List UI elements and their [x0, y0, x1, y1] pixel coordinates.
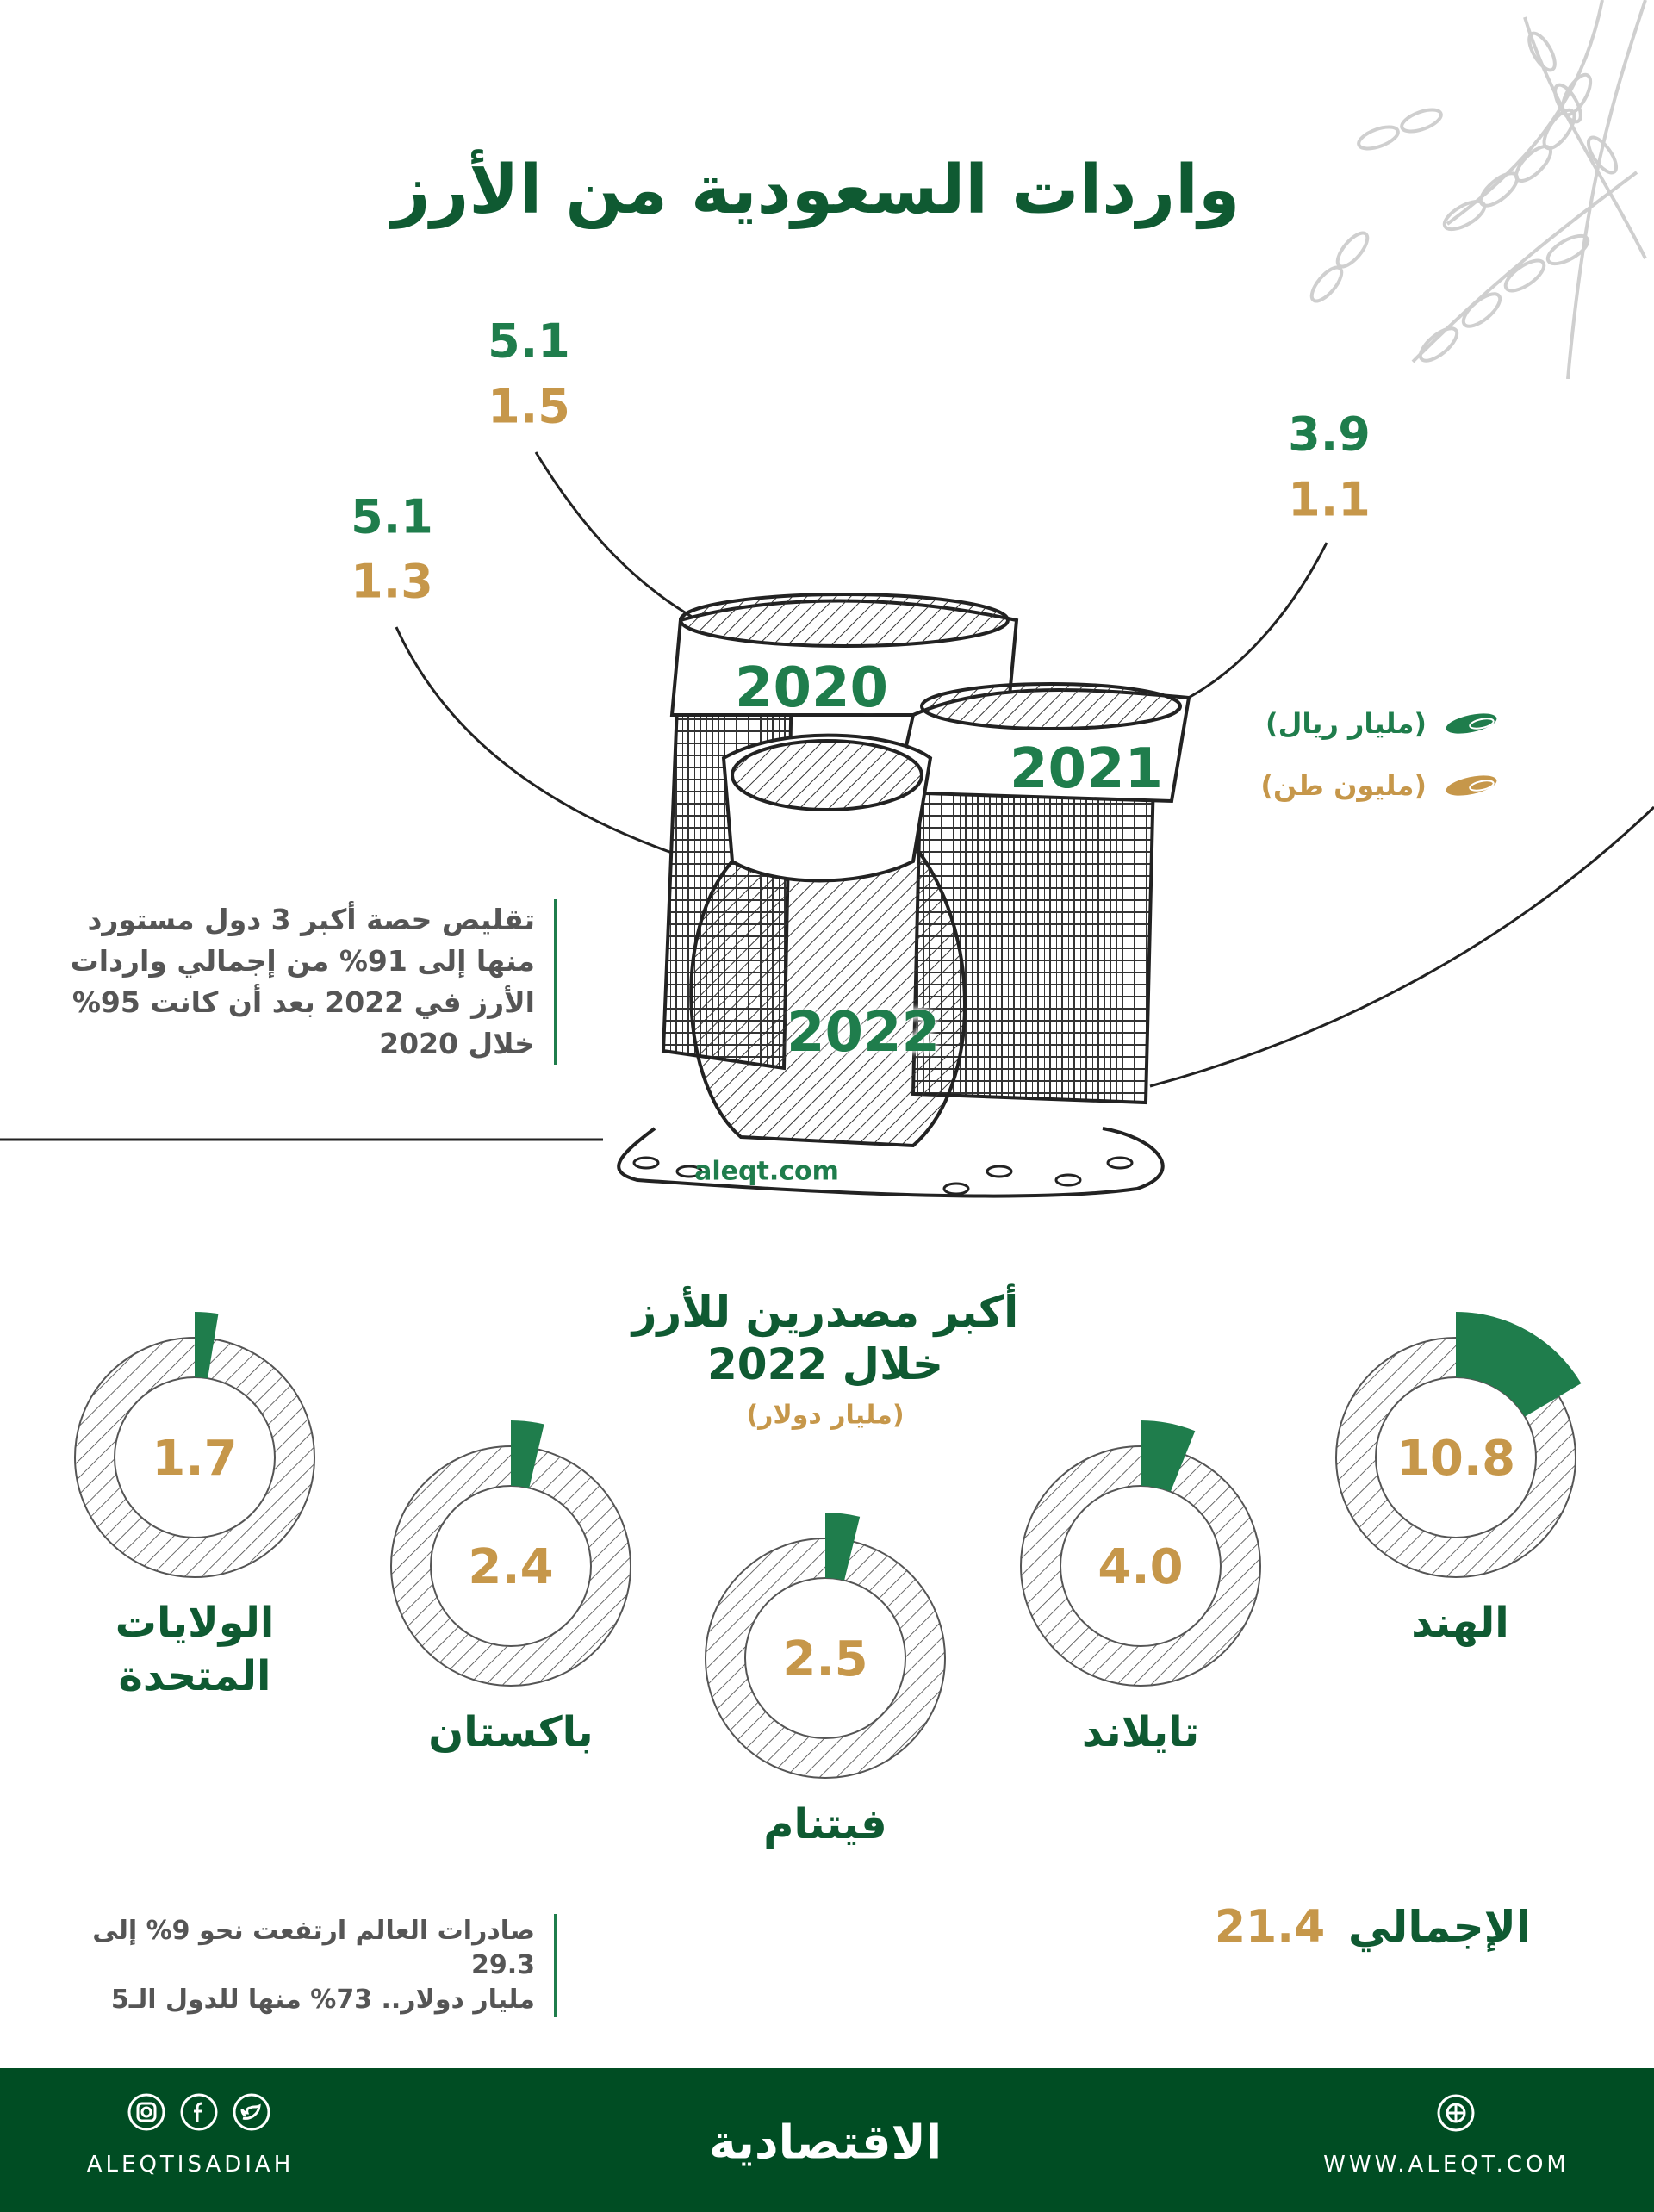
value-2021-tons: 1.1 [1288, 472, 1371, 527]
social-icons [127, 2093, 270, 2131]
value-2020-tons: 1.5 [488, 379, 570, 434]
twitter-icon[interactable] [233, 2093, 270, 2131]
legend-label-tons: (مليون طن) [1260, 769, 1427, 802]
note-imports-share: تقليص حصة أكبر 3 دول مستورد منها إلى 91%… [53, 899, 557, 1065]
donut-value-label: 4.0 [1097, 1539, 1183, 1595]
instagram-icon[interactable] [127, 2093, 165, 2131]
country-label-usa: الولايات المتحدة [115, 1599, 275, 1700]
total-label: الإجمالي [1347, 1902, 1532, 1952]
donut-value-wedge [1456, 1312, 1582, 1417]
donut-ring [705, 1538, 947, 1779]
exporters-unit: (مليار دولار) [746, 1400, 905, 1431]
year-label-2021: 2021 [1009, 737, 1164, 801]
exporters-donut-charts: 10.8 4.0 2.5 2.4 1.7 [74, 1312, 1582, 1779]
note-line: منها إلى 91% من إجمالي واردات [70, 944, 535, 978]
legend-item-riyal: (مليار ريال) [1260, 698, 1499, 749]
value-2022-riyal: 5.1 [351, 489, 433, 544]
value-2021-riyal: 3.9 [1288, 407, 1371, 462]
donut-value-wedge [511, 1420, 544, 1488]
legend-item-tons: (مليون طن) [1260, 760, 1499, 811]
donut-value-label: 10.8 [1396, 1431, 1515, 1487]
donut-ring [1020, 1445, 1262, 1687]
legend-label-riyal: (مليار ريال) [1265, 707, 1427, 740]
rice-grain-icon [1446, 713, 1497, 734]
connector-2022 [395, 626, 673, 854]
donut-value-label: 2.5 [782, 1631, 867, 1687]
note-line: تقليص حصة أكبر 3 دول مستورد [87, 903, 535, 936]
connector-curve-right [1149, 805, 1654, 1088]
facebook-icon[interactable] [180, 2093, 218, 2131]
country-label-vietnam: فيتنام [763, 1800, 887, 1849]
donut-value-label: 1.7 [152, 1431, 237, 1487]
note-line: الأرز في 2022 بعد أن كانت 95% [72, 985, 535, 1019]
rice-grain-icon [1446, 775, 1497, 796]
note-line: صادرات العالم ارتفعت نحو 9% إلى 29.3 [92, 1916, 535, 1980]
value-2020-riyal: 5.1 [488, 314, 570, 369]
footer-logo: الاقتصادية [708, 2115, 942, 2170]
rice-plant-illustration [1309, 0, 1647, 379]
note-line: مليار دولار.. 73% منها للدول الـ5 [110, 1985, 535, 2015]
total-value: 21.4 [1214, 1901, 1326, 1953]
note-world-exports: صادرات العالم ارتفعت نحو 9% إلى 29.3 ملي… [53, 1914, 557, 2017]
source-label: aleqt.com [694, 1156, 839, 1187]
connector-2021 [1179, 542, 1328, 704]
donut-value-wedge [1141, 1420, 1196, 1492]
donut-ring [390, 1445, 632, 1687]
year-label-2022: 2022 [786, 1001, 941, 1065]
footer-handle[interactable]: ALEQTISADIAH [86, 2152, 295, 2178]
country-label-thailand: تايلاند [1081, 1708, 1200, 1756]
legend: (مليار ريال) (مليون طن) [1260, 698, 1499, 811]
note-line: خلال 2020 [379, 1027, 535, 1060]
country-label-india: الهند [1411, 1599, 1509, 1647]
donut-value-wedge [825, 1513, 861, 1581]
exporters-title: أكبر مصدرين للأرز [631, 1287, 1019, 1337]
connector-2020 [534, 451, 699, 622]
donut-value-label: 2.4 [468, 1539, 553, 1595]
donut-ring [74, 1337, 316, 1578]
value-2022-tons: 1.3 [351, 554, 433, 609]
year-label-2020: 2020 [734, 656, 889, 720]
connector-lines [0, 451, 1654, 1141]
footer: ALEQTISADIAH الاقتصادية WWW.ALEQT.COM [0, 2068, 1654, 2212]
donut-value-wedge [195, 1312, 219, 1379]
rice-sacks-illustration [617, 593, 1191, 1198]
page-title: واردات السعودية من الأرز [391, 152, 1240, 229]
footer-website[interactable]: WWW.ALEQT.COM [1323, 2152, 1570, 2178]
exporters-subtitle: خلال 2022 [707, 1339, 943, 1389]
country-label-pakistan: باكستان [428, 1708, 594, 1756]
globe-icon[interactable] [1436, 2093, 1476, 2133]
